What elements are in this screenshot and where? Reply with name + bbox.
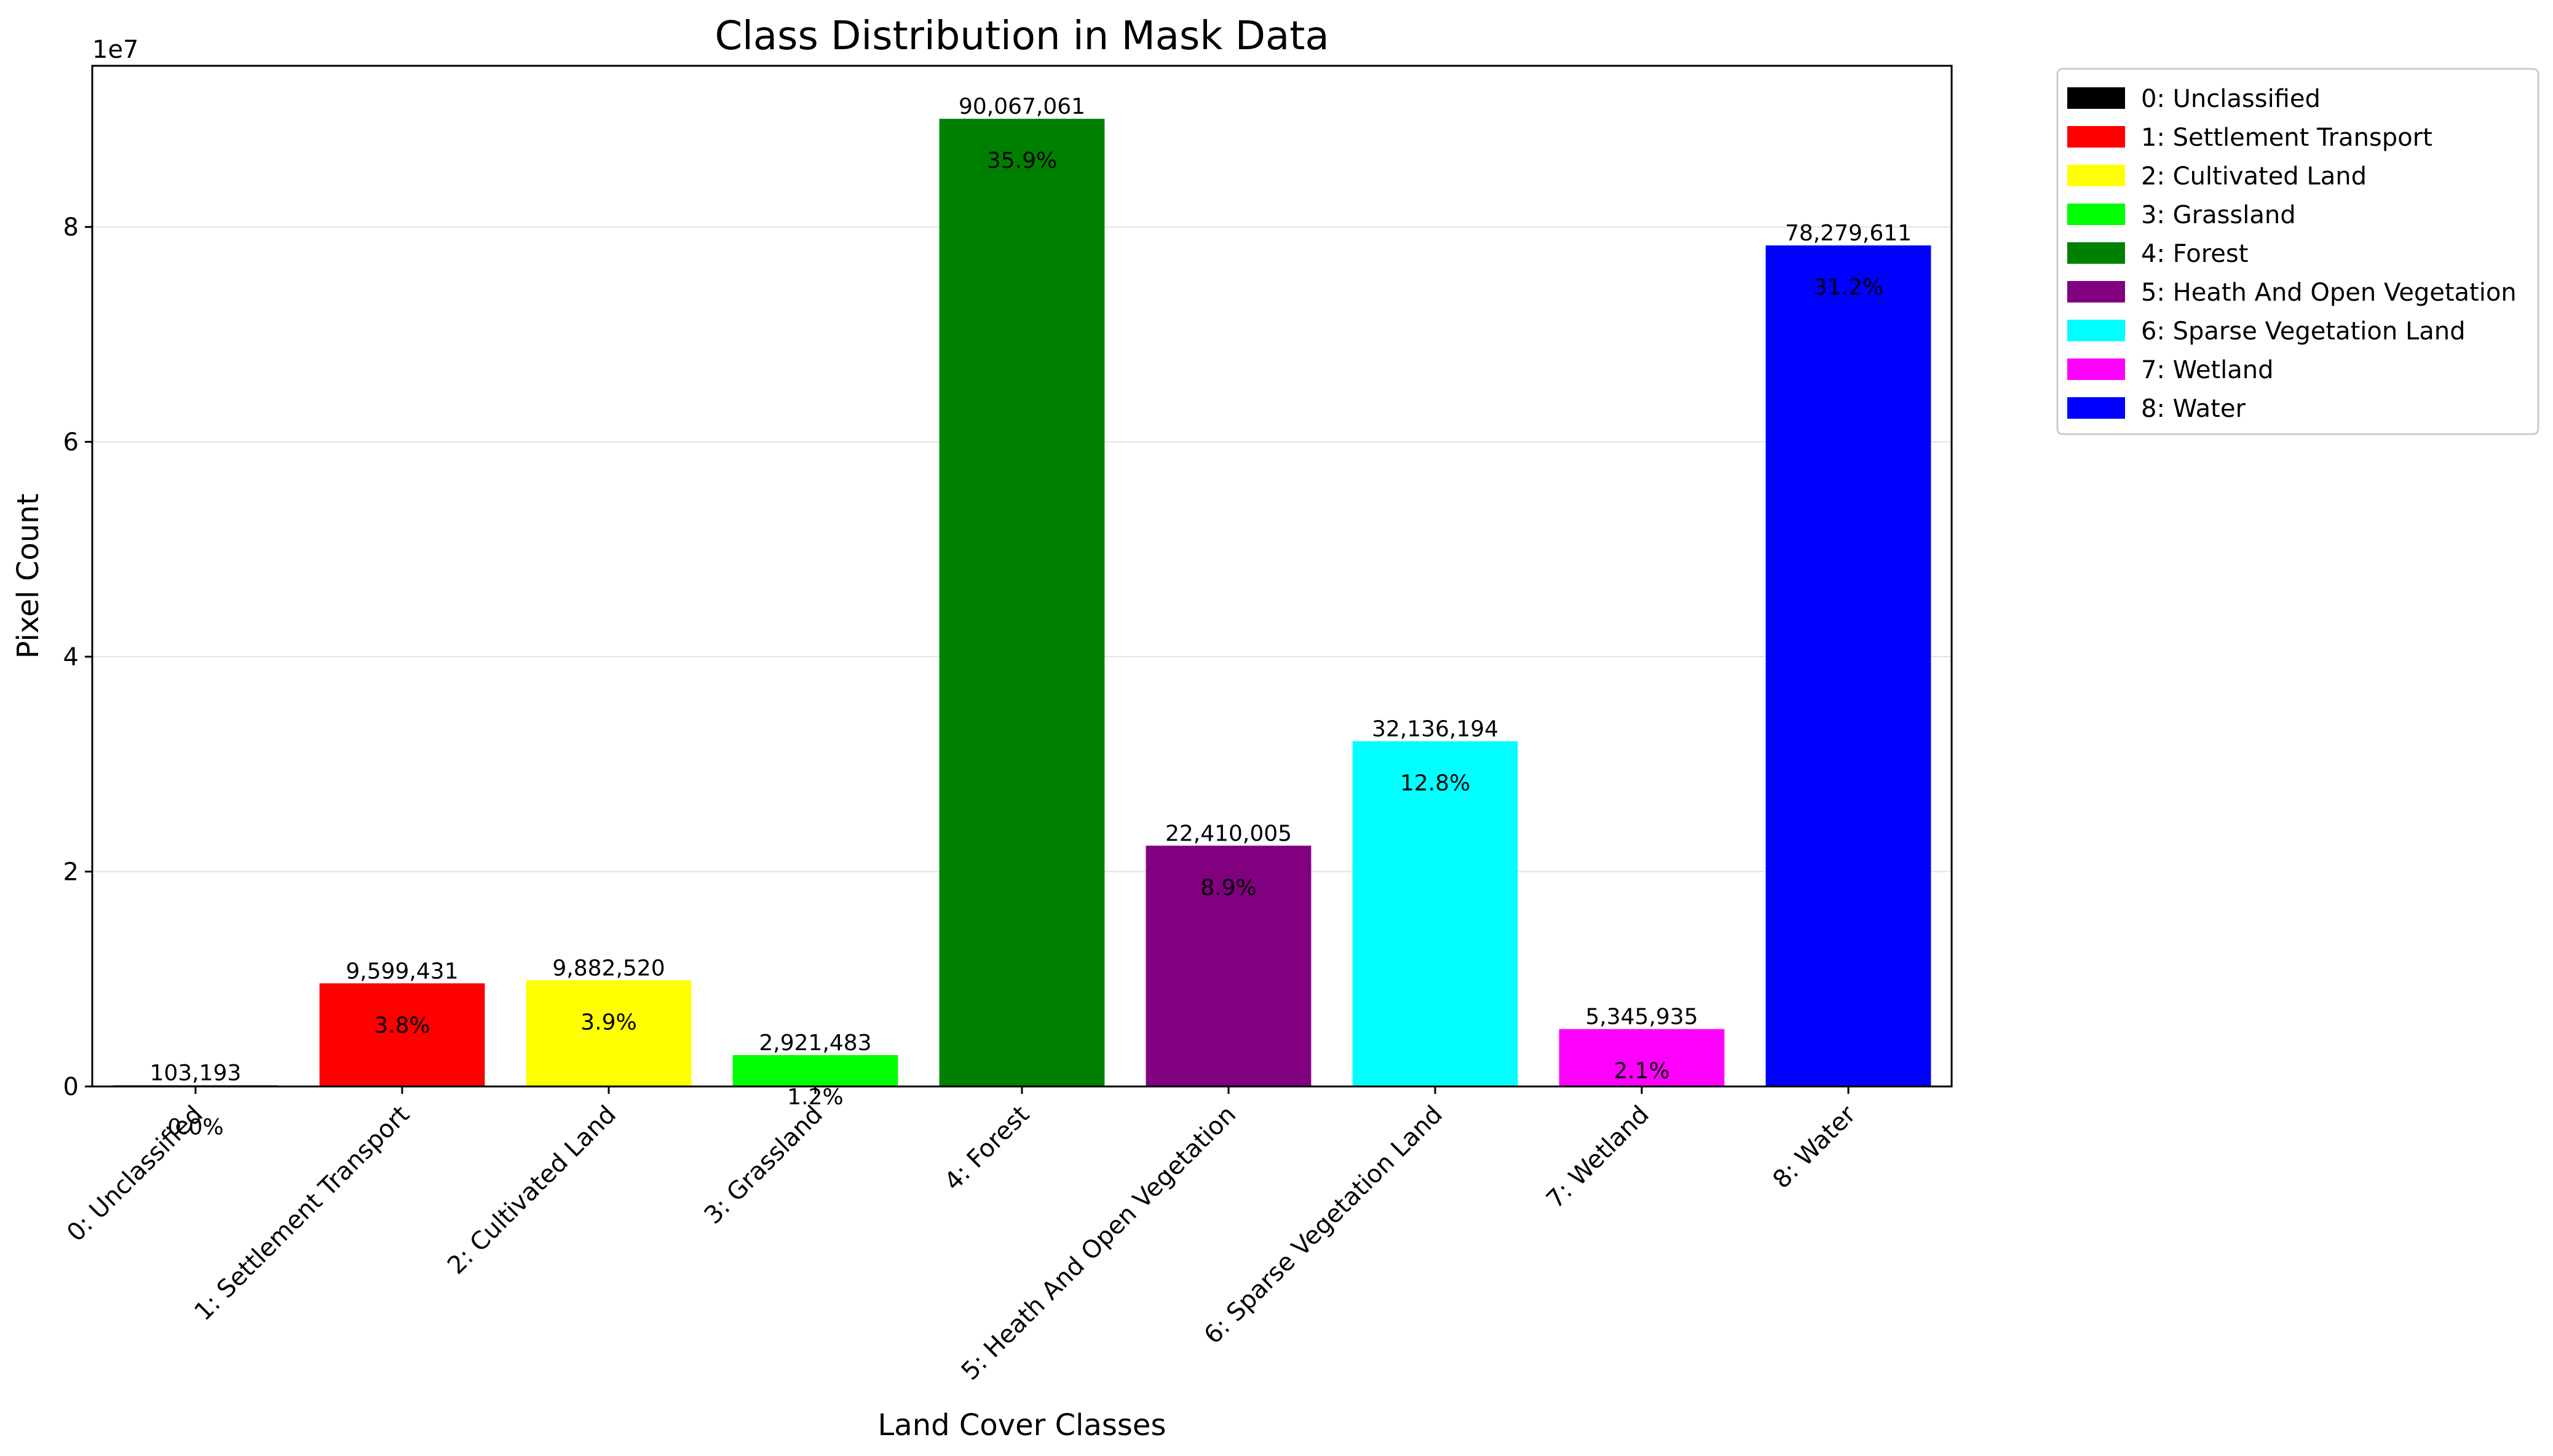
bar <box>1559 1029 1725 1086</box>
legend-label: 8: Water <box>2141 395 2246 423</box>
y-axis: 0 2 4 6 8 <box>63 213 92 1101</box>
bar <box>319 983 485 1086</box>
value-label: 9,599,431 <box>346 959 458 984</box>
y-tick-label: 8 <box>63 213 79 242</box>
bar <box>526 980 692 1086</box>
y-tick-label: 4 <box>63 643 79 671</box>
x-axis-label: Land Cover Classes <box>878 1408 1166 1442</box>
legend-label: 6: Sparse Vegetation Land <box>2141 317 2465 346</box>
percent-label: 3.9% <box>580 1010 636 1035</box>
percent-label: 0.0% <box>167 1115 223 1140</box>
legend-swatch <box>2067 397 2125 419</box>
legend-swatch <box>2067 281 2125 303</box>
data-labels: 103,193 0.0% 9,599,431 3.8% 9,882,520 3.9% 2,9… <box>150 94 1912 1140</box>
percent-label: 3.8% <box>374 1013 430 1038</box>
y-axis-label: Pixel Count <box>11 494 46 659</box>
bar <box>1146 845 1312 1086</box>
value-label: 2,921,483 <box>759 1031 871 1056</box>
value-label: 9,882,520 <box>552 956 665 981</box>
value-label: 78,279,611 <box>1785 221 1912 246</box>
bar <box>732 1054 898 1086</box>
legend-label: 7: Wetland <box>2141 356 2274 384</box>
legend-swatch <box>2067 165 2125 186</box>
bar <box>1352 741 1518 1086</box>
legend-label: 2: Cultivated Land <box>2141 162 2367 191</box>
legend-swatch <box>2067 242 2125 264</box>
bars <box>113 119 1931 1087</box>
legend-label: 3: Grassland <box>2141 201 2296 229</box>
percent-label: 12.8% <box>1400 770 1470 796</box>
percent-label: 2.1% <box>1613 1059 1669 1084</box>
legend-label: 5: Heath And Open Vegetation <box>2141 279 2517 307</box>
bar <box>939 119 1105 1086</box>
value-label: 5,345,935 <box>1585 1005 1698 1030</box>
percent-label: 31.2% <box>1813 275 1883 300</box>
percent-label: 8.9% <box>1200 875 1256 900</box>
value-label: 90,067,061 <box>959 94 1085 119</box>
value-label: 103,193 <box>150 1061 242 1086</box>
y-offset-text: 1e7 <box>92 36 139 64</box>
value-label: 22,410,005 <box>1165 821 1292 846</box>
legend-swatch <box>2067 87 2125 109</box>
value-label: 32,136,194 <box>1372 716 1498 742</box>
legend-frame <box>2056 68 2539 435</box>
legend-swatch <box>2067 126 2125 148</box>
bar <box>1765 245 1931 1087</box>
chart-title: Class Distribution in Mask Data <box>714 14 1329 59</box>
percent-label: 35.9% <box>987 148 1057 173</box>
legend-swatch <box>2067 320 2125 341</box>
y-tick-label: 6 <box>63 429 79 457</box>
y-tick-label: 0 <box>63 1073 79 1101</box>
legend-label: 1: Settlement Transport <box>2141 124 2432 152</box>
legend-label: 0: Unclassified <box>2141 85 2321 113</box>
legend-swatch <box>2067 204 2125 225</box>
legend: 0: Unclassified 1: Settlement Transport 2:… <box>2056 68 2539 435</box>
y-tick-label: 2 <box>63 858 79 887</box>
legend-label: 4: Forest <box>2141 240 2248 268</box>
legend-swatch <box>2067 358 2125 380</box>
